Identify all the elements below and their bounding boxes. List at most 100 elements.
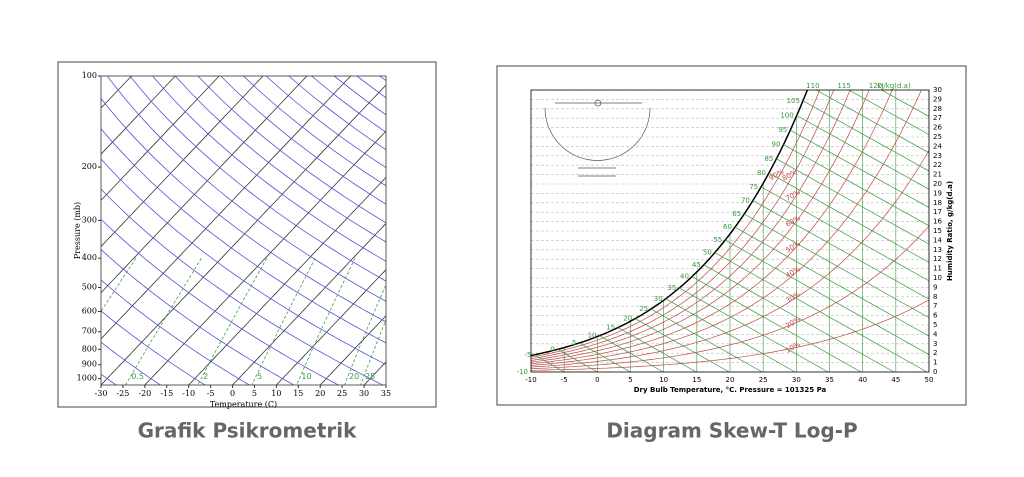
- dry-adiabat: [101, 97, 386, 323]
- enthalpy-line: [752, 200, 929, 300]
- dry-adiabat: [101, 188, 384, 385]
- x-tick-label: -5: [561, 376, 568, 384]
- enthalpy-line: [725, 239, 929, 355]
- rh-curve: [531, 90, 851, 361]
- x-tick-label: -15: [160, 389, 173, 398]
- enthalpy-line: [703, 264, 895, 372]
- x-tick-label: 30: [792, 376, 801, 384]
- mixing-ratio-label: 5: [257, 372, 262, 381]
- y2-tick-label: 25: [933, 133, 942, 141]
- dry-adiabat: [101, 310, 206, 385]
- enthalpy-label: 25: [639, 305, 648, 313]
- y2-tick-label: 27: [933, 114, 942, 122]
- enthalpy-line: [796, 115, 929, 190]
- enthalpy-line: [783, 144, 929, 227]
- x-axis-label: Temperature (C): [210, 400, 277, 409]
- dry-adiabat: [101, 218, 340, 385]
- caption: Grafik Psikrometrik: [138, 419, 358, 443]
- y-axis-label: Pressure (mb): [73, 202, 82, 259]
- x-tick-label: 15: [293, 389, 303, 398]
- enthalpy-label: 85: [764, 155, 773, 163]
- rh-curve: [531, 90, 893, 365]
- x-tick-label: 5: [252, 389, 257, 398]
- enthalpy-label: 75: [749, 183, 758, 191]
- y-tick-label: 600: [82, 306, 97, 315]
- caption: Diagram Skew-T Log-P: [606, 419, 857, 443]
- x-tick-label: 40: [858, 376, 867, 384]
- enthalpy-label: 65: [732, 210, 741, 218]
- x-tick-label: -10: [182, 389, 195, 398]
- enthalpy-line: [557, 349, 598, 372]
- enthalpy-label: 60: [723, 223, 732, 231]
- enthalpy-unit: kJ/kg(d.a): [877, 82, 911, 90]
- y2-tick-label: 11: [933, 265, 942, 273]
- mixing-ratio-line: [125, 257, 202, 385]
- enthalpy-label: 15: [606, 324, 615, 332]
- enthalpy-line: [790, 129, 929, 208]
- x-tick-label: 35: [825, 376, 834, 384]
- mixing-ratio-label: 2: [203, 372, 208, 381]
- x-tick-label: -20: [138, 389, 151, 398]
- enthalpy-line: [714, 252, 928, 372]
- dry-adiabat: [101, 279, 251, 385]
- y2-tick-label: 19: [933, 189, 942, 197]
- enthalpy-label: 50: [703, 249, 712, 257]
- mixing-ratio-line: [344, 283, 386, 385]
- y-tick-label: 300: [82, 215, 97, 224]
- y2-tick-label: 23: [933, 152, 942, 160]
- dry-adiabat: [106, 76, 386, 302]
- dry-adiabat: [101, 341, 162, 385]
- y2-tick-label: 24: [933, 142, 942, 150]
- enthalpy-line: [760, 186, 929, 282]
- x-tick-label: 25: [759, 376, 768, 384]
- enthalpy-line: [650, 308, 763, 372]
- dry-adiabat: [175, 76, 386, 243]
- enthalpy-line: [880, 90, 929, 117]
- y2-tick-label: 20: [933, 180, 942, 188]
- rh-curve: [531, 90, 835, 360]
- dry-adiabat: [152, 76, 386, 262]
- enthalpy-label: 55: [713, 236, 722, 244]
- mixing-ratio-line: [296, 258, 356, 385]
- y-tick-label: 900: [82, 360, 97, 369]
- x-tick-label: 35: [381, 389, 391, 398]
- enthalpy-label: 70: [741, 197, 750, 205]
- enthalpy-label: 120: [869, 82, 882, 90]
- enthalpy-label: 0: [550, 345, 554, 353]
- enthalpy-label: 5: [572, 339, 576, 347]
- isotherm: [101, 84, 386, 385]
- mixing-ratio-line: [360, 318, 386, 385]
- y2-tick-label: 4: [933, 330, 938, 338]
- y2-tick-label: 26: [933, 124, 942, 132]
- x-tick-label: 10: [659, 376, 668, 384]
- rh-curve: [531, 225, 929, 370]
- enthalpy-label: 40: [680, 273, 689, 281]
- y2-tick-label: 17: [933, 208, 942, 216]
- isotherm: [363, 361, 386, 385]
- y-tick-label: 700: [82, 327, 97, 336]
- enthalpy-line: [848, 90, 929, 136]
- dry-adiabat: [197, 76, 386, 224]
- y-tick-label: 1000: [77, 374, 97, 383]
- mixing-ratio-label: 25: [365, 372, 375, 381]
- dry-adiabat: [220, 76, 386, 205]
- plot-lines: [531, 90, 929, 372]
- mixing-ratio-line: [251, 258, 316, 385]
- y2-tick-label: 14: [933, 236, 942, 244]
- plot-lines: [101, 76, 386, 385]
- y2-tick-label: 3: [933, 340, 937, 348]
- enthalpy-line: [665, 298, 796, 372]
- y2-tick-label: 9: [933, 283, 937, 291]
- enthalpy-label: 30: [654, 295, 663, 303]
- left-frame: [57, 61, 437, 408]
- x-tick-label: -25: [116, 389, 129, 398]
- x-tick-label: 10: [271, 389, 281, 398]
- y2-tick-label: 2: [933, 349, 937, 357]
- enthalpy-label: 20: [623, 315, 632, 323]
- x-tick-label: 30: [359, 389, 369, 398]
- x-tick-label: 5: [628, 376, 632, 384]
- plot-border: [100, 75, 387, 386]
- isotherm: [231, 222, 386, 385]
- x-tick-label: 0: [595, 376, 599, 384]
